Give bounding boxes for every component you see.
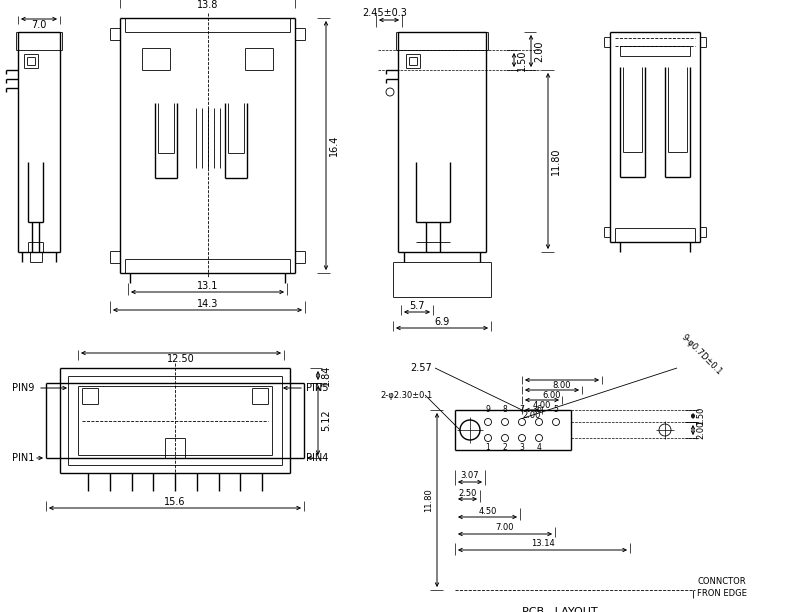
Text: 7.00: 7.00 [496,523,514,532]
Text: 2.45±0.3: 2.45±0.3 [362,8,407,18]
Text: 13.1: 13.1 [197,281,218,291]
Text: 2-φ2.30±0.1: 2-φ2.30±0.1 [380,390,432,400]
Text: PCB   LAYOUT: PCB LAYOUT [522,607,598,612]
Text: 9-φ0.7D±0.1: 9-φ0.7D±0.1 [680,333,724,377]
Text: FRON EDGE: FRON EDGE [697,589,747,599]
Text: 16.4: 16.4 [329,135,339,156]
Text: 8: 8 [502,406,507,414]
Text: 12.50: 12.50 [167,354,195,364]
Text: 2.50: 2.50 [458,488,477,498]
Text: 1.84: 1.84 [321,365,331,386]
Text: 6.9: 6.9 [434,317,450,327]
Text: 3.07: 3.07 [461,471,479,480]
Text: 2.00: 2.00 [523,411,541,420]
Text: 11.80: 11.80 [425,488,434,512]
Text: 5.12: 5.12 [321,409,331,431]
Text: 4.50: 4.50 [478,507,497,515]
Text: 13.14: 13.14 [530,540,554,548]
Text: PIN1: PIN1 [12,453,34,463]
Text: 5.7: 5.7 [410,301,425,311]
Text: 6.00: 6.00 [542,392,562,400]
Text: 2.00: 2.00 [697,421,706,439]
Text: PIN5: PIN5 [306,383,329,393]
Text: 2: 2 [502,444,507,452]
Text: 11.80: 11.80 [551,147,561,175]
Text: 5: 5 [554,406,558,414]
Text: 9: 9 [486,406,490,414]
Text: PIN9: PIN9 [12,383,34,393]
Text: 4.00: 4.00 [533,401,551,411]
Text: 3: 3 [519,444,525,452]
Text: 4: 4 [537,444,542,452]
Text: 2.57: 2.57 [410,363,432,373]
Text: 1.50: 1.50 [517,49,527,71]
Text: 1: 1 [486,444,490,452]
Text: 1.50: 1.50 [697,407,706,425]
Text: 7: 7 [519,406,525,414]
Text: 8.00: 8.00 [553,381,571,390]
Text: 6: 6 [537,406,542,414]
Text: 7.0: 7.0 [31,20,46,30]
Text: 13.8: 13.8 [197,0,218,10]
Text: CONNCTOR: CONNCTOR [697,578,746,586]
Text: 14.3: 14.3 [197,299,218,309]
Text: 15.6: 15.6 [164,497,186,507]
Text: PIN4: PIN4 [306,453,328,463]
Text: 2.00: 2.00 [534,40,544,62]
